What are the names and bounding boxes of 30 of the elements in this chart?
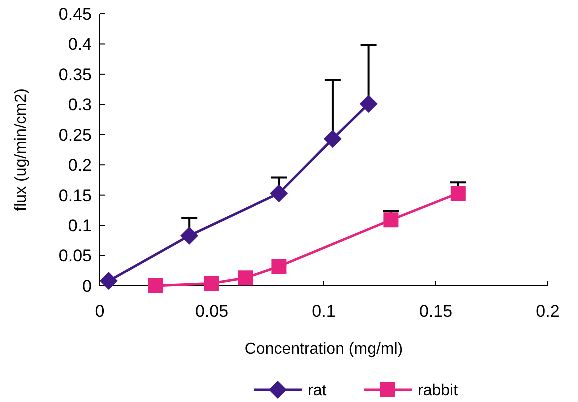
- point: [204, 276, 220, 292]
- point: [360, 95, 378, 114]
- y-tick-label: 0: [82, 276, 92, 296]
- y-tick-label: 0.2: [68, 156, 92, 176]
- point: [148, 278, 164, 294]
- x-axis-title: Concentration (mg/ml): [244, 341, 404, 358]
- x-tick-label: 0.05: [195, 302, 229, 321]
- y-axis-title: flux (ug/min/cm2): [13, 88, 30, 212]
- x-tick-label: 0: [95, 302, 105, 321]
- legend-label: rat: [308, 382, 328, 400]
- y-tick-label: 0.05: [58, 246, 92, 266]
- point: [272, 259, 287, 274]
- y-tick-label: 0.35: [58, 65, 92, 84]
- point: [180, 226, 199, 245]
- y-tick-label: 0.4: [68, 35, 92, 54]
- point: [238, 270, 254, 286]
- point: [324, 130, 342, 148]
- x-tick-label: 0.2: [536, 302, 560, 321]
- legend-label: rabbit: [418, 382, 459, 400]
- point: [384, 212, 399, 228]
- x-tick-label: 0.15: [419, 302, 453, 321]
- y-tick-label: 0.45: [58, 4, 92, 24]
- x-tick-label: 0.1: [312, 302, 336, 321]
- y-tick-label: 0.15: [58, 186, 92, 206]
- y-tick-label: 0.3: [68, 96, 92, 115]
- y-tick-label: 0.25: [58, 126, 92, 145]
- point: [100, 272, 118, 290]
- point: [450, 186, 466, 202]
- y-tick-label: 0.1: [68, 216, 92, 236]
- point: [270, 184, 288, 203]
